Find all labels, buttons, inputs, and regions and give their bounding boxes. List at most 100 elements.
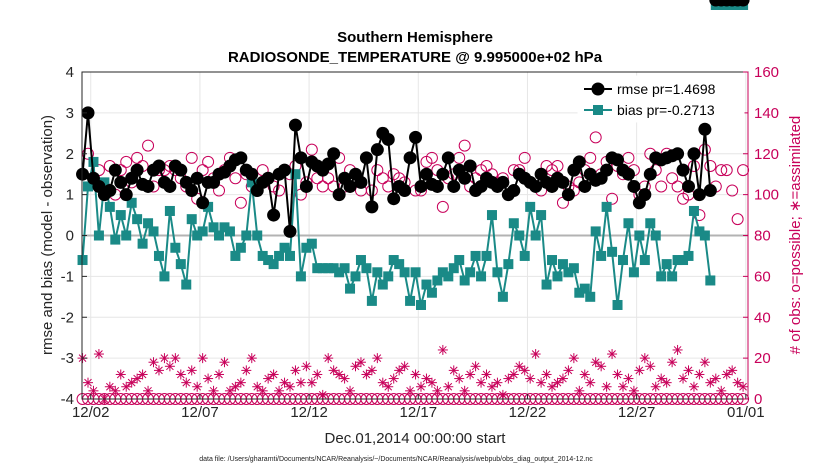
bias-point — [694, 226, 705, 237]
possible-obs-marker — [655, 180, 668, 193]
possible-obs-marker — [698, 143, 711, 156]
bias-point — [557, 259, 568, 270]
asterisk-stroke — [193, 382, 202, 391]
asterisk-stroke — [138, 370, 147, 379]
assimilated-obs-marker — [601, 381, 612, 392]
assimilated-obs-marker — [334, 369, 345, 380]
asterisk-stroke — [526, 374, 535, 383]
asterisk-stroke — [395, 366, 404, 375]
asterisk-stroke — [280, 378, 289, 387]
bias-point — [486, 210, 497, 221]
asterisk-stroke — [575, 386, 584, 395]
bias-point — [454, 255, 465, 266]
assimilated-obs-marker — [486, 381, 497, 392]
asterisk-stroke — [324, 354, 333, 362]
assimilated-obs-marker — [699, 357, 710, 368]
y-tick-label: 4 — [66, 64, 74, 81]
asterisk-stroke — [226, 386, 234, 395]
bias-point — [181, 279, 192, 290]
possible-obs-marker — [229, 172, 242, 185]
asterisk-stroke — [488, 382, 496, 391]
assimilated-obs-marker — [650, 381, 661, 392]
asterisk-stroke — [286, 382, 294, 391]
asterisk-stroke — [477, 378, 485, 387]
bias-point — [579, 283, 590, 294]
bias-point — [312, 263, 323, 274]
assimilated-obs-marker — [459, 385, 470, 396]
y-right-tick-label: 60 — [754, 268, 771, 285]
bias-point — [88, 156, 99, 167]
asterisk-stroke — [182, 378, 191, 387]
bias-point — [192, 230, 203, 241]
possible-obs-marker — [131, 151, 144, 164]
possible-obs-marker — [234, 196, 247, 209]
assimilated-obs-marker — [175, 369, 186, 380]
bias-point — [541, 279, 552, 290]
assimilated-obs-marker — [377, 377, 388, 388]
rmse-point — [698, 122, 712, 136]
asterisk-stroke — [679, 374, 687, 383]
rmse-point — [81, 106, 95, 120]
asterisk-stroke — [499, 391, 507, 399]
assimilated-obs-marker — [301, 361, 312, 372]
assimilated-obs-marker — [126, 377, 137, 388]
assimilated-obs-marker — [634, 365, 645, 376]
bias-point — [568, 263, 579, 274]
assimilated-obs-marker — [421, 373, 432, 384]
asterisk-stroke — [237, 378, 245, 387]
possible-obs-marker — [715, 164, 728, 177]
bias-point — [284, 250, 295, 261]
assimilated-obs-marker — [443, 381, 454, 392]
assimilated-obs-marker — [257, 385, 268, 396]
assimilated-obs-marker — [481, 369, 492, 380]
rmse-point — [703, 184, 717, 198]
assimilated-obs-marker — [623, 373, 634, 384]
bias-point — [110, 234, 121, 245]
assimilated-obs-marker — [132, 373, 143, 384]
assimilated-obs-marker — [295, 377, 306, 388]
bias-point — [432, 275, 443, 286]
assimilated-obs-marker — [328, 365, 339, 376]
bias-point — [83, 181, 94, 192]
asterisk-stroke — [706, 378, 715, 387]
bias-point — [672, 255, 683, 266]
assimilated-obs-marker — [628, 385, 639, 396]
asterisk-stroke — [630, 386, 638, 395]
asterisk-stroke — [253, 382, 262, 391]
assimilated-obs-marker — [405, 385, 416, 396]
asterisk-stroke — [176, 370, 185, 379]
assimilated-obs-marker — [350, 361, 361, 372]
assimilated-obs-marker — [596, 361, 607, 372]
assimilated-obs-marker — [476, 377, 487, 388]
asterisk-stroke — [313, 370, 322, 379]
asterisk-stroke — [717, 386, 726, 395]
rmse-point — [234, 151, 248, 165]
x-tick-label: 01/01 — [727, 404, 765, 421]
bias-point — [656, 271, 667, 282]
asterisk-stroke — [258, 386, 267, 395]
asterisk-stroke — [209, 386, 218, 395]
y-axis-label: rmse and bias (model - observation) — [39, 115, 56, 355]
assimilated-obs-marker — [617, 381, 628, 392]
rmse-point — [278, 163, 292, 177]
possible-obs-marker — [273, 184, 286, 197]
assimilated-obs-marker — [694, 369, 705, 380]
bias-point — [143, 218, 154, 229]
assimilated-obs-marker — [432, 385, 443, 396]
assimilated-obs-marker — [416, 381, 427, 392]
bias-point — [530, 230, 541, 241]
rmse-point — [692, 188, 706, 202]
bias-point — [405, 295, 416, 306]
possible-obs-marker — [720, 164, 733, 177]
assimilated-obs-marker — [361, 369, 372, 380]
assimilated-obs-marker — [241, 365, 252, 376]
assimilated-obs-marker — [557, 373, 568, 384]
assimilated-obs-marker — [274, 385, 285, 396]
asterisk-stroke — [329, 366, 338, 375]
assimilated-obs-marker — [394, 365, 405, 376]
bias-point — [295, 271, 306, 282]
x-tick-label: 12/12 — [290, 404, 328, 421]
possible-obs-marker — [737, 164, 750, 177]
legend-box — [577, 75, 745, 123]
assimilated-obs-marker — [181, 377, 192, 388]
